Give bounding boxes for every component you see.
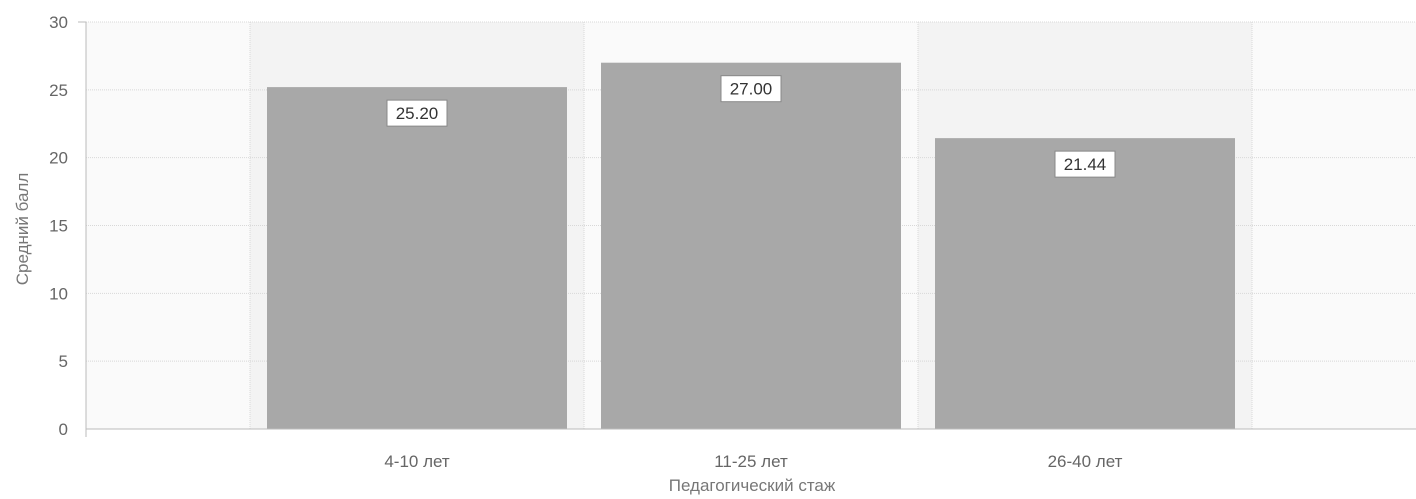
y-tick-label: 15 bbox=[49, 217, 68, 236]
x-tick-label: 11-25 лет bbox=[714, 452, 788, 471]
data-label-box bbox=[386, 99, 448, 127]
y-tick-label: 5 bbox=[59, 352, 68, 371]
bar bbox=[267, 87, 567, 430]
data-label-box bbox=[720, 75, 782, 103]
y-tick-label: 10 bbox=[49, 284, 68, 303]
y-axis-title: Средний балл bbox=[13, 173, 32, 285]
bars bbox=[267, 62, 1235, 430]
data-label-group: 25.20 bbox=[386, 99, 448, 127]
data-labels: 25.20 27.00 21.44 bbox=[386, 75, 1116, 178]
x-tick-label: 4-10 лет bbox=[384, 452, 450, 471]
axes: 0 5 10 15 20 25 30 4-10 лет 11-25 лет 26-40 лет bbox=[49, 13, 1416, 471]
y-tick-label: 0 bbox=[59, 420, 68, 439]
data-label-box bbox=[1054, 150, 1116, 178]
x-axis-title: Педагогический стаж bbox=[669, 476, 836, 495]
y-tick-label: 30 bbox=[49, 13, 68, 32]
bar bbox=[601, 62, 901, 429]
y-tick-label: 20 bbox=[49, 149, 68, 168]
y-tick-label: 25 bbox=[49, 81, 68, 100]
x-tick-label: 26-40 лет bbox=[1048, 452, 1123, 471]
data-label: 25.20 bbox=[396, 104, 439, 123]
bar bbox=[935, 138, 1235, 429]
data-label: 27.00 bbox=[730, 80, 773, 99]
data-label-group: 21.44 bbox=[1054, 150, 1116, 178]
data-label: 21.44 bbox=[1064, 155, 1107, 174]
data-label-group: 27.00 bbox=[720, 75, 782, 103]
